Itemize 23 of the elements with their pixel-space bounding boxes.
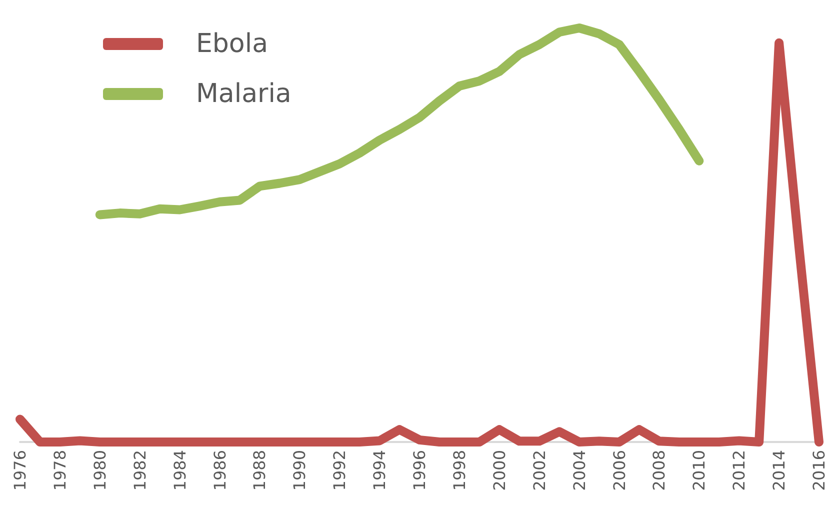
x-tick-label: 1998: [450, 450, 469, 491]
x-tick-label: 2000: [490, 450, 509, 491]
x-tick-label: 2016: [810, 450, 828, 491]
x-tick-label: 2006: [610, 450, 629, 491]
x-tick-label: 2002: [530, 450, 549, 491]
x-tick-label: 1994: [370, 450, 390, 491]
x-tick-label: 1988: [250, 450, 270, 491]
x-tick-label: 1982: [130, 450, 150, 491]
x-tick-label: 2010: [690, 450, 709, 491]
x-tick-label: 1996: [410, 450, 429, 491]
legend-label: Ebola: [196, 29, 268, 59]
x-tick-label: 1980: [90, 450, 110, 491]
x-tick-label: 1984: [170, 450, 190, 491]
x-tick-label: 2004: [570, 450, 589, 491]
x-tick-label: 2014: [770, 450, 789, 491]
x-tick-label: 2008: [650, 450, 669, 491]
x-tick-label: 1978: [50, 450, 70, 491]
x-tick-label: 1992: [330, 450, 350, 491]
x-tick-label: 2012: [730, 450, 749, 491]
x-tick-label: 1990: [290, 450, 310, 491]
legend-label: Malaria: [196, 79, 292, 109]
x-tick-label: 1986: [210, 450, 230, 491]
x-tick-label: 1976: [10, 450, 30, 491]
